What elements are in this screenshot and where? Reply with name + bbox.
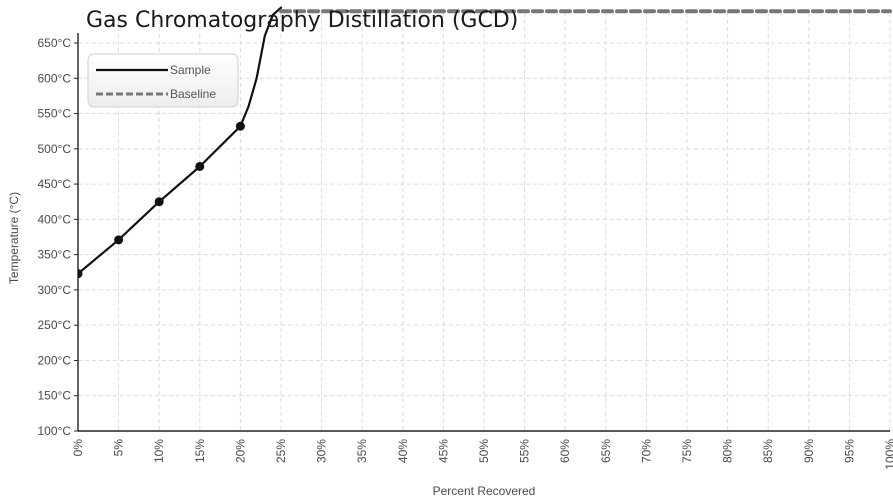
x-tick-label: 100%	[883, 439, 893, 470]
y-tick-label: 550°C	[38, 107, 72, 121]
x-tick-label: 65%	[599, 439, 613, 463]
x-tick-label: 40%	[396, 439, 410, 463]
y-tick-label: 400°C	[38, 212, 72, 226]
y-tick-label: 200°C	[38, 353, 72, 367]
y-tick-label: 450°C	[38, 177, 72, 191]
x-tick-label: 45%	[436, 439, 450, 463]
data-point	[195, 161, 205, 171]
y-tick-label: 600°C	[38, 71, 72, 85]
y-tick-label: 500°C	[38, 142, 72, 156]
axes: 100°C 150°C 200°C 250°C 300°C 350°C 400°C 450°C…	[38, 33, 893, 470]
data-point	[114, 235, 124, 245]
x-tick-label: 80%	[721, 439, 735, 463]
x-axis-label: Percent Recovered	[433, 484, 536, 498]
series-line-sample	[78, 6, 283, 275]
series-layer	[78, 6, 892, 279]
legend: Sample Baseline	[87, 53, 239, 108]
x-tick-label: 5%	[112, 439, 126, 457]
x-tick-label: 85%	[761, 439, 775, 463]
x-tick-label: 95%	[842, 439, 856, 463]
data-point	[235, 121, 245, 131]
x-tick-label: 30%	[315, 439, 329, 463]
chart-title: Gas Chromatography Distillation (GCD)	[86, 8, 518, 33]
x-tick-label: 10%	[152, 439, 166, 463]
y-tick-label: 250°C	[38, 318, 72, 332]
x-tick-label: 15%	[193, 439, 207, 463]
legend-box	[87, 53, 239, 108]
x-tick-label: 35%	[355, 439, 369, 463]
x-tick-label: 25%	[274, 439, 288, 463]
y-tick-label: 150°C	[38, 389, 72, 403]
x-tick-label: 55%	[518, 439, 532, 463]
x-tick-label: 75%	[680, 439, 694, 463]
x-tick-label: 70%	[639, 439, 653, 463]
data-point	[154, 197, 164, 207]
y-tick-label: 300°C	[38, 283, 72, 297]
y-axis-label: Temperature (°C)	[7, 192, 21, 284]
data-point	[78, 269, 83, 279]
legend-label-baseline: Baseline	[170, 87, 216, 101]
x-tick-label: 90%	[802, 439, 816, 463]
x-tick-label: 60%	[558, 439, 572, 463]
x-tick-label: 50%	[477, 439, 491, 463]
y-tick-label: 100°C	[38, 424, 72, 438]
x-tick-label: 20%	[233, 439, 247, 463]
y-tick-label: 650°C	[38, 36, 72, 50]
legend-label-sample: Sample	[170, 63, 211, 77]
x-tick-label: 0%	[71, 439, 85, 457]
y-tick-label: 350°C	[38, 248, 72, 262]
